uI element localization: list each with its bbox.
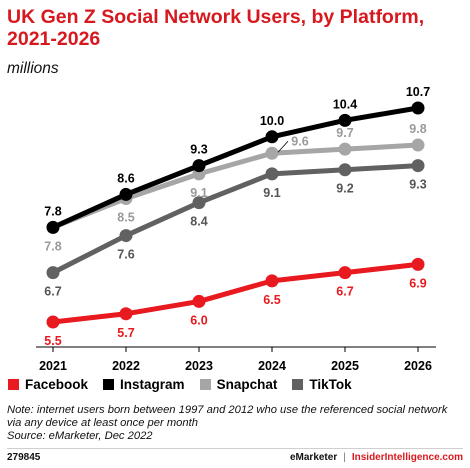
legend-item-snapchat: Snapchat — [199, 376, 278, 392]
footer-divider — [7, 448, 463, 449]
instagram-point-2021 — [46, 220, 60, 234]
tiktok-point-2023 — [192, 196, 206, 210]
brand-emarketer: eMarketer — [289, 452, 338, 463]
snapchat-data-label-2026: 9.8 — [409, 122, 426, 136]
snapchat-data-label-2024: 9.6 — [291, 134, 308, 148]
legend-label-instagram: Instagram — [120, 376, 185, 392]
snapchat-data-label-2021: 7.8 — [44, 239, 61, 253]
brand-insider-intelligence[interactable]: InsiderIntelligence.com — [351, 452, 463, 463]
facebook-data-label-2026: 6.9 — [409, 276, 426, 290]
footer-brand: eMarketer | InsiderIntelligence.com — [290, 452, 463, 463]
snapchat-point-2024 — [265, 146, 279, 160]
tiktok-data-label-2026: 9.3 — [409, 178, 426, 192]
source-text: Source: eMarketer, Dec 2022 — [7, 430, 153, 442]
chart-legend: Facebook Instagram Snapchat TikTok — [8, 375, 367, 393]
facebook-data-label-2022: 5.7 — [117, 326, 134, 340]
facebook-point-2021 — [46, 315, 60, 329]
tiktok-data-label-2025: 9.2 — [336, 182, 353, 196]
legend-item-facebook: Facebook — [8, 377, 88, 392]
chart-note: Note: internet users born between 1997 a… — [7, 404, 463, 443]
chart-title: UK Gen Z Social Network Users, by Platfo… — [7, 6, 425, 50]
legend-swatch-instagram — [103, 378, 115, 390]
x-tick-label-2024: 2024 — [258, 359, 286, 373]
facebook-point-2023 — [192, 294, 206, 308]
instagram-point-2023 — [192, 159, 206, 173]
x-tick-label-2022: 2022 — [112, 359, 140, 373]
tiktok-series-line — [50, 163, 421, 276]
legend-swatch-snapchat — [199, 378, 211, 390]
instagram-data-label-2023: 9.3 — [190, 143, 207, 157]
snapchat-series-line — [50, 142, 421, 230]
snapchat-data-label-2022: 8.5 — [117, 211, 134, 225]
snapchat-point-2026 — [411, 138, 425, 152]
x-tick-label-2026: 2026 — [404, 359, 432, 373]
facebook-data-label-2024: 6.5 — [263, 293, 280, 307]
tiktok-point-2021 — [46, 266, 60, 280]
x-tick-label-2021: 2021 — [39, 359, 67, 373]
facebook-point-2024 — [265, 274, 279, 288]
snapchat-label-leader-2024 — [277, 141, 289, 153]
tiktok-point-2024 — [265, 167, 279, 181]
snapchat-data-label-2025: 9.7 — [336, 126, 353, 140]
instagram-series-line — [50, 105, 421, 230]
tiktok-data-label-2022: 7.6 — [117, 248, 134, 262]
facebook-point-2025 — [338, 266, 352, 280]
legend-label-tiktok: TikTok — [309, 376, 352, 392]
tiktok-point-2026 — [411, 159, 425, 173]
instagram-point-2022 — [119, 187, 133, 201]
instagram-data-label-2024: 10.0 — [260, 114, 284, 128]
x-tick-label-2025: 2025 — [331, 359, 359, 373]
facebook-point-2026 — [411, 257, 425, 271]
legend-item-tiktok: TikTok — [292, 376, 352, 392]
facebook-data-label-2025: 6.7 — [336, 285, 353, 299]
facebook-series-line — [50, 261, 421, 325]
legend-swatch-tiktok — [292, 378, 304, 390]
instagram-point-2025 — [338, 113, 352, 127]
chart-id: 279845 — [7, 452, 41, 463]
tiktok-point-2025 — [338, 163, 352, 177]
facebook-point-2022 — [119, 307, 133, 321]
instagram-data-label-2026: 10.7 — [406, 85, 430, 99]
legend-item-instagram: Instagram — [103, 377, 185, 392]
instagram-point-2024 — [265, 130, 279, 144]
tiktok-point-2022 — [119, 229, 133, 243]
chart-subtitle: millions — [7, 60, 59, 77]
snapchat-data-label-2023: 9.1 — [190, 186, 207, 200]
legend-swatch-facebook — [8, 378, 19, 390]
snapchat-point-2025 — [338, 142, 352, 156]
instagram-data-label-2025: 10.4 — [333, 97, 357, 111]
x-tick-label-2023: 2023 — [185, 359, 213, 373]
facebook-data-label-2023: 6.0 — [190, 313, 207, 327]
legend-label-snapchat: Snapchat — [216, 376, 278, 392]
note-text: Note: internet users born between 1997 a… — [7, 404, 448, 429]
tiktok-data-label-2021: 6.7 — [44, 285, 61, 299]
brand-separator: | — [343, 452, 346, 463]
tiktok-data-label-2023: 8.4 — [190, 215, 207, 229]
legend-label-facebook: Facebook — [25, 376, 89, 392]
instagram-point-2026 — [411, 101, 425, 115]
instagram-data-label-2022: 8.6 — [117, 171, 134, 185]
tiktok-data-label-2024: 9.1 — [263, 186, 280, 200]
instagram-data-label-2021: 7.8 — [44, 204, 61, 218]
facebook-data-label-2021: 5.5 — [44, 334, 61, 348]
